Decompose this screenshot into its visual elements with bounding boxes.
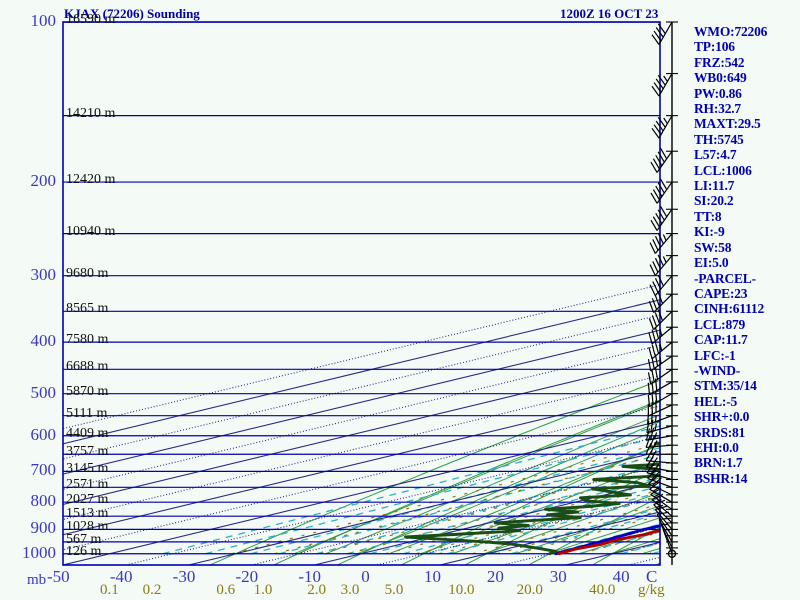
pressure-tick-900: 900 [30,518,57,538]
temperature-tick-10: 10 [424,567,442,586]
index-row-29: BSHR:14 [694,470,748,486]
height-label-500: 5870 m [66,383,109,399]
pressure-tick-300: 300 [30,264,57,284]
mixing-ratio-tick-4: 2.0 [307,582,327,598]
mixing-ratio-tick-5: 3.0 [340,582,360,598]
mixing-ratio-tick-9: 40.0 [589,582,616,598]
index-row-1: TP:106 [694,39,735,55]
pressure-unit-label: mb [27,572,47,588]
height-label-850: 1513 m [66,506,109,522]
height-label-450: 6688 m [66,359,109,375]
index-row-5: RH:32.7 [694,101,741,117]
index-row-4: PW:0.86 [694,85,742,101]
index-row-20: CAP:11.7 [694,332,748,348]
index-row-28: BRN:1.7 [694,455,743,471]
index-row-19: LCL:879 [694,316,746,332]
index-row-7: TH:5745 [694,131,744,147]
pressure-tick-500: 500 [30,382,57,402]
index-row-15: EI:5.0 [694,255,729,271]
height-label-950: 567 m [66,531,102,547]
temperature-tick--50: -50 [47,567,70,586]
temperature-tick-0: 0 [361,567,370,586]
temperature-tick--10: -10 [298,567,322,586]
pressure-tick-700: 700 [30,460,57,480]
index-row-14: SW:58 [694,239,732,255]
temperature-tick--30: -30 [172,567,196,586]
mixing-ratio-tick-1: 0.2 [142,582,162,598]
height-label-150: 14210 m [66,105,116,121]
index-row-26: SRDS:81 [694,424,746,440]
temperature-tick-20: 20 [486,567,504,586]
index-row-17: CAPE:23 [694,285,748,301]
temperature-tick-40: 40 [612,567,630,586]
height-label-700: 3145 m [66,461,109,477]
index-row-13: KI:-9 [694,224,725,240]
index-row-11: SI:20.2 [694,193,734,209]
index-row-25: SHR+:0.0 [694,409,750,425]
height-label-550: 5111 m [66,405,108,421]
index-row-8: L57:4.7 [694,147,737,163]
temperature-unit-label: C [646,567,658,586]
temperature-tick--40: -40 [109,567,133,586]
indices-panel: WMO:72206 TP:106 FRZ:542 WB0:649 PW:0.86 RH:3… [694,24,798,486]
mixing-ratio-tick-8: 20.0 [516,582,543,598]
index-row-24: HEL:-5 [694,393,738,409]
pressure-tick-800: 800 [30,491,57,511]
pressure-tick-200: 200 [30,171,57,191]
page-title: KJAX (72206) Sounding [64,6,200,21]
pressure-tick-1000: 1000 [22,542,56,562]
height-label-350: 8565 m [66,301,109,317]
height-label-750: 2571 m [66,477,109,493]
height-label-1000: 126 m [66,543,102,559]
index-row-22: -WIND- [694,362,741,378]
height-label-300: 9680 m [66,265,109,281]
index-row-2: FRZ:542 [694,54,745,70]
index-row-0: WMO:72206 [694,24,768,39]
mixing-ratio-tick-3: 1.0 [253,582,273,598]
height-label-650: 3757 m [66,444,109,460]
height-label-800: 2027 m [66,492,109,508]
mixing-ratio-tick-7: 10.0 [448,582,475,598]
index-row-6: MAXT:29.5 [694,116,761,132]
index-row-21: LFC:-1 [694,347,736,363]
pressure-tick-600: 600 [30,424,57,444]
temperature-tick--20: -20 [235,567,259,586]
mixing-ratio-unit-label: g/kg [638,582,665,598]
mixing-ratio-tick-2: 0.6 [216,582,236,598]
sounding-timestamp: 1200Z 16 OCT 23 [560,6,659,21]
pressure-tick-100: 100 [30,11,57,30]
pressure-tick-400: 400 [30,331,57,351]
mixing-ratio-tick-6: 5.0 [384,582,404,598]
index-row-9: LCL:1006 [694,162,752,178]
index-row-27: EHI:0.0 [694,439,739,455]
height-label-100: 16590 m [66,12,116,27]
height-label-900: 1028 m [66,519,109,535]
index-row-10: LI:11.7 [694,178,735,194]
index-row-16: -PARCEL- [694,270,756,286]
height-label-600: 4409 m [66,425,109,441]
mixing-ratio-tick-0: 0.1 [99,582,119,598]
index-row-12: TT:8 [694,208,722,224]
height-label-200: 12420 m [66,172,116,188]
height-label-400: 7580 m [66,332,109,348]
index-row-23: STM:35/14 [694,378,757,394]
index-row-18: CINH:61112 [694,301,765,317]
index-row-3: WB0:649 [694,70,747,86]
temperature-tick-30: 30 [549,567,567,586]
height-label-250: 10940 m [66,223,116,239]
